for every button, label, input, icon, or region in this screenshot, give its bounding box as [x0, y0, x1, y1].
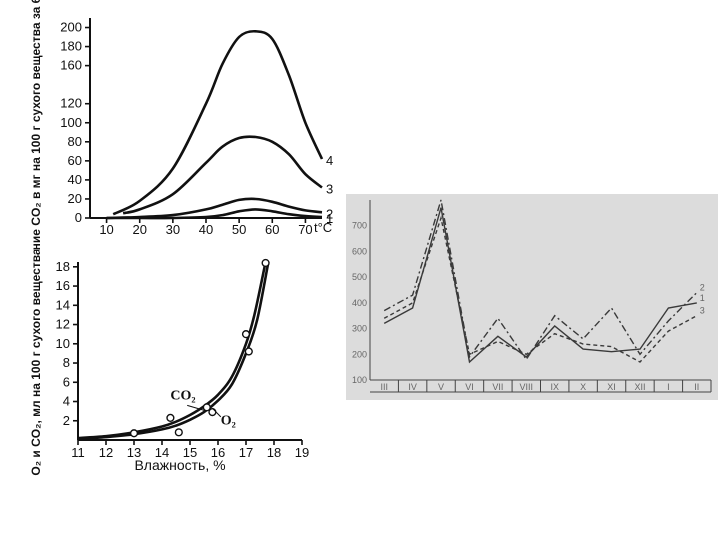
- chart3-y-tick-label: 200: [352, 349, 367, 359]
- chart2-x-tick-label: 17: [239, 445, 253, 460]
- chart2-x-tick-label: 16: [211, 445, 225, 460]
- chart2-annotation-co2: CO₂: [170, 389, 195, 404]
- chart3-category-label: I: [667, 382, 670, 392]
- chart2-y-tick-label: 12: [56, 317, 70, 332]
- chart3-series-2-label: 2: [700, 283, 705, 293]
- chart2-data-point: [244, 347, 253, 356]
- chart3-category-label: II: [694, 382, 699, 392]
- chart1-x-tick-label: 20: [132, 222, 146, 237]
- chart1-series-4-label: 4: [326, 153, 333, 168]
- chart2-annotation-o2: O₂: [221, 414, 236, 429]
- chart2-x-tick-label: 12: [99, 445, 113, 460]
- chart3-series-2-line: [383, 199, 698, 361]
- chart-co2-vs-temperature: Выделение CO₂ в мг на 100 г сухого вещес…: [29, 0, 333, 250]
- chart1-y-tick-label: 180: [60, 39, 82, 54]
- chart1-series-1-line: [106, 208, 323, 220]
- chart2-y-tick-label: 2: [63, 413, 70, 428]
- chart1-series-3-line: [122, 135, 323, 215]
- chart3-category-label: VIII: [520, 382, 534, 392]
- chart3-category-label: IV: [408, 382, 417, 392]
- chart3-category-label: III: [380, 382, 388, 392]
- chart2-y-axis-label: O₂ и CO₂, мл на 100 г сухого вещества: [29, 250, 43, 476]
- chart2-series-1-line: [77, 261, 270, 441]
- chart2-y-tick-label: 16: [56, 278, 70, 293]
- chart1-y-tick-label: 40: [68, 172, 82, 187]
- chart1-series-2-line: [106, 197, 323, 220]
- chart1-series-1-label: 1: [326, 211, 333, 226]
- chart3-series-3-label: 3: [700, 306, 705, 316]
- chart1-x-tick-label: 60: [265, 222, 279, 237]
- chart3-series-1-line: [383, 207, 697, 364]
- chart2-x-tick-label: 15: [183, 445, 197, 460]
- chart2-x-tick-label: 19: [295, 445, 309, 460]
- chart2-y-tick-label: 6: [63, 374, 70, 389]
- chart1-series-4-line: [112, 29, 324, 216]
- chart2-x-tick-label: 14: [155, 445, 169, 460]
- chart3-background: [346, 194, 718, 400]
- chart2-x-tick-label: 18: [267, 445, 281, 460]
- chart1-y-tick-label: 160: [60, 58, 82, 73]
- chart2-data-point: [129, 429, 139, 438]
- chart2-y-tick-label: 8: [63, 355, 70, 370]
- chart2-y-tick-label: 4: [63, 394, 70, 409]
- chart3-y-tick-label: 400: [352, 298, 367, 308]
- chart2-x-axis-label: Влажность, %: [134, 457, 225, 473]
- chart3-y-tick-label: 500: [352, 272, 367, 282]
- chart3-y-tick-label: 700: [352, 221, 367, 231]
- chart1-series-2-label: 2: [326, 206, 333, 221]
- chart1-x-tick-label: 70: [298, 222, 312, 237]
- chart3-category-label: IX: [550, 382, 559, 392]
- chart3-category-label: VI: [465, 382, 474, 392]
- chart1-x-tick-label: 10: [99, 222, 113, 237]
- chart2-data-point: [208, 407, 217, 417]
- chart3-category-label: VII: [492, 382, 503, 392]
- chart1-y-tick-label: 20: [68, 191, 82, 206]
- chart1-x-tick-label: 30: [166, 222, 180, 237]
- chart3-y-tick-label: 300: [352, 324, 367, 334]
- chart3-y-tick-label: 600: [352, 246, 367, 256]
- chart2-data-point: [174, 428, 183, 437]
- chart2-data-point: [261, 258, 270, 268]
- chart2-series-0-line: [77, 261, 267, 440]
- chart3-category-label: V: [438, 382, 444, 392]
- chart1-y-tick-label: 120: [60, 96, 82, 111]
- chart2-x-tick-label: 13: [127, 445, 141, 460]
- chart3-series-1-label: 1: [700, 293, 705, 303]
- chart2-x-tick-label: 11: [71, 445, 85, 460]
- chart2-y-tick-label: 10: [56, 336, 70, 351]
- chart2-annotation-o2-leader: [212, 407, 222, 418]
- chart2-data-point: [241, 330, 251, 339]
- chart2-y-tick-label: 18: [56, 259, 70, 274]
- chart-gas-vs-humidity: O₂ и CO₂, мл на 100 г сухого вещества 11…: [29, 250, 309, 476]
- chart2-data-point: [166, 413, 175, 422]
- chart1-y-tick-label: 200: [60, 20, 82, 35]
- chart1-y-tick-label: 80: [68, 134, 82, 149]
- chart3-category-label: XII: [634, 382, 645, 392]
- chart3-series-3-line: [383, 215, 698, 363]
- chart2-y-tick-label: 14: [56, 297, 70, 312]
- chart1-y-tick-label: 100: [60, 115, 82, 130]
- chart1-y-tick-label: 60: [68, 153, 82, 168]
- chart3-category-label: X: [580, 382, 586, 392]
- chart1-x-tick-label: 50: [232, 222, 246, 237]
- chart1-series-3-label: 3: [326, 182, 333, 197]
- chart1-y-tick-label: 0: [75, 210, 82, 225]
- chart1-x-unit-label: t°C: [314, 220, 332, 235]
- chart3-y-tick-label: 100: [352, 375, 367, 385]
- chart2-annotation-co2-leader: [187, 404, 207, 412]
- chart3-category-label: XI: [607, 382, 616, 392]
- chart1-x-tick-label: 40: [199, 222, 213, 237]
- chart1-y-axis-label: Выделение CO₂ в мг на 100 г сухого вещес…: [29, 0, 43, 250]
